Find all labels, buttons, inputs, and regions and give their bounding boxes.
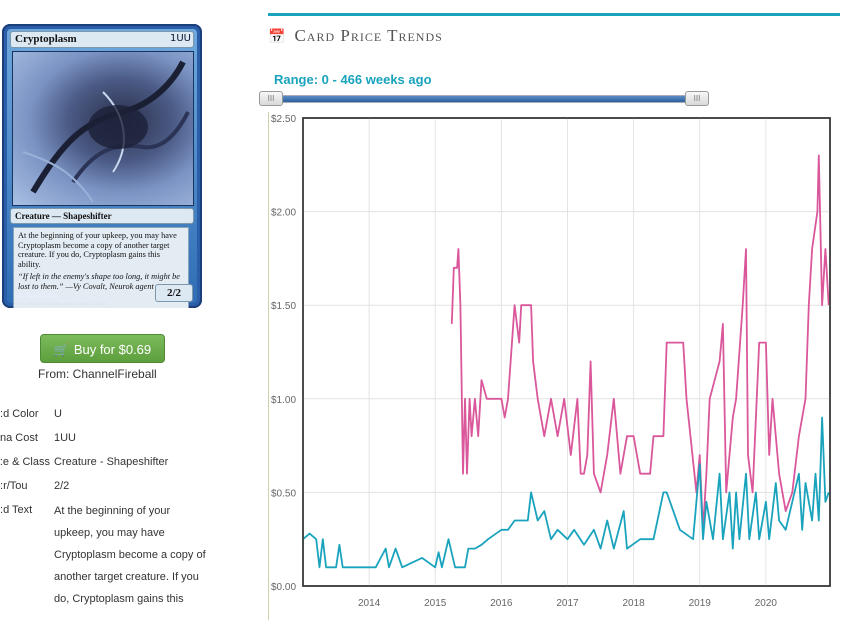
range-slider-fill <box>271 96 699 102</box>
plot-area <box>302 117 831 587</box>
card-power-toughness: 2/2 <box>155 284 193 302</box>
x-tick-label: 2018 <box>622 598 645 609</box>
info-value: 1UU <box>54 432 77 444</box>
card-artwork <box>12 51 194 206</box>
price-chart-svg: $0.00 $0.50 $1.00 $1.50 $2.00 $2.50 2014 2015 20… <box>271 114 831 609</box>
info-value: At the beginning of your upkeep, you may… <box>54 503 206 613</box>
card-image: Cryptoplasm 1UU Creature — Shapeshifter … <box>2 24 202 308</box>
info-value: Creature - Shapeshifter <box>54 456 169 468</box>
card-flavor-text: “If left in the enemy's shape too long, … <box>18 272 180 291</box>
range-label: Range: 0 - 466 weeks ago <box>274 72 432 87</box>
info-value: U <box>54 408 62 420</box>
artwork-illustration <box>22 60 190 203</box>
x-tick-label: 2014 <box>358 598 381 609</box>
y-tick-label: $0.50 <box>271 488 296 499</box>
info-label: r/Tou: <box>0 480 28 492</box>
buy-button-label: Buy for $0.69 <box>73 342 152 357</box>
info-label: d Text: <box>0 504 33 516</box>
rules-line: upkeep, you may have <box>54 527 165 539</box>
plot-border <box>302 117 831 587</box>
y-tick-label: $2.50 <box>271 114 296 125</box>
cart-icon: 🛒 <box>53 343 69 357</box>
price-series-line <box>450 154 830 531</box>
price-series-line <box>302 416 830 569</box>
y-tick-label: $0.00 <box>271 582 296 593</box>
x-tick-label: 2016 <box>490 598 513 609</box>
x-tick-label: 2017 <box>556 598 579 609</box>
y-tick-label: $1.50 <box>271 301 296 312</box>
rules-line: Cryptoplasm become a copy of <box>54 549 206 561</box>
price-chart: $0.00 $0.50 $1.00 $1.50 $2.00 $2.50 2014 2015 20… <box>268 112 841 620</box>
rules-line: do, Cryptoplasm gains this <box>54 593 184 605</box>
card-name: Cryptoplasm <box>10 31 194 48</box>
x-tick-label: 2015 <box>424 598 447 609</box>
mana-cost-symbols: 1UU <box>169 33 191 44</box>
card-type-line: Creature — Shapeshifter <box>10 208 194 224</box>
section-title: 📅 Card Price Trends <box>268 26 443 46</box>
x-tick-label: 2020 <box>755 598 778 609</box>
x-tick-label: 2019 <box>689 598 712 609</box>
y-tick-label: $1.00 <box>271 395 296 406</box>
buy-button[interactable]: 🛒 Buy for $0.69 <box>40 334 165 363</box>
section-title-text: Card Price Trends <box>294 26 443 45</box>
card-artist: Eric Deschamps <box>14 294 58 300</box>
range-slider-left-handle[interactable]: III <box>259 91 283 106</box>
calendar-icon: 📅 <box>268 29 287 45</box>
rules-line: another target creature. If you <box>54 571 199 583</box>
info-value: 2/2 <box>54 480 70 492</box>
y-tick-label: $2.00 <box>271 208 296 219</box>
section-divider <box>268 13 840 16</box>
card-rules-text: At the beginning of your upkeep, you may… <box>18 231 177 269</box>
card-copyright: ™ & © 1993–2011 Wizards of the Coast LLC… <box>14 301 107 306</box>
range-slider-right-handle[interactable]: III <box>685 91 709 106</box>
info-label: d Color: <box>0 408 39 420</box>
seller-text: From: ChannelFireball <box>38 367 157 381</box>
info-label: e & Class: <box>0 456 50 468</box>
info-label: na Cost <box>0 432 38 444</box>
rules-line: At the beginning of your <box>54 505 171 517</box>
